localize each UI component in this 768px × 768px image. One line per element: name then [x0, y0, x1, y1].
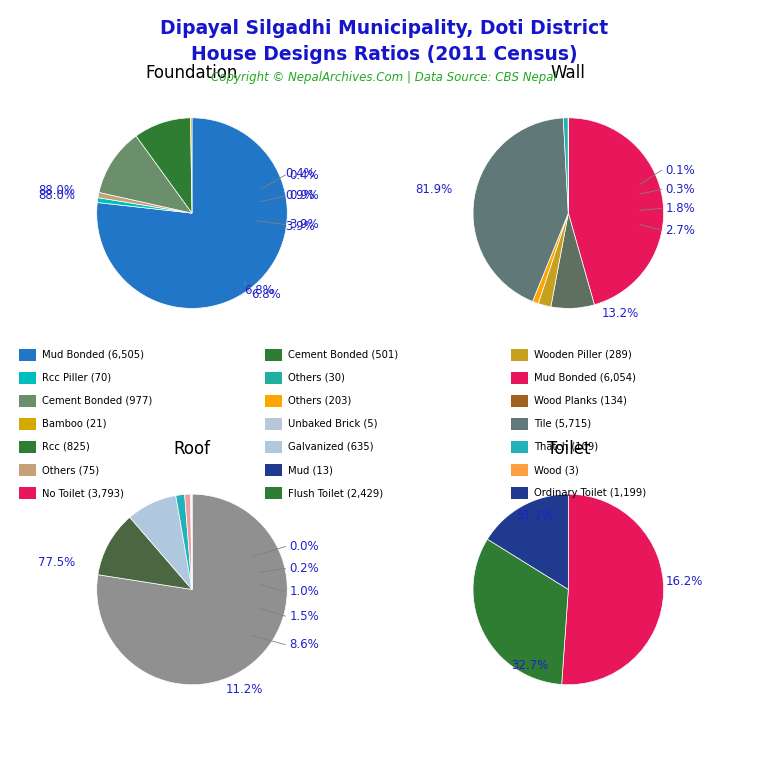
- Text: 13.2%: 13.2%: [601, 306, 639, 319]
- Wedge shape: [176, 495, 192, 590]
- Text: Ordinary Toilet (1,199): Ordinary Toilet (1,199): [534, 488, 646, 498]
- Text: 81.9%: 81.9%: [415, 183, 452, 196]
- Text: 0.9%: 0.9%: [286, 189, 315, 202]
- Text: Cement Bonded (977): Cement Bonded (977): [42, 396, 153, 406]
- Text: Wood Planks (134): Wood Planks (134): [534, 396, 627, 406]
- Wedge shape: [473, 118, 568, 302]
- Text: Wood (3): Wood (3): [534, 465, 578, 475]
- Text: 1.5%: 1.5%: [290, 610, 319, 623]
- Text: No Toilet (3,793): No Toilet (3,793): [42, 488, 124, 498]
- Text: 0.4%: 0.4%: [286, 167, 315, 180]
- Wedge shape: [190, 494, 192, 590]
- Text: 88.0%: 88.0%: [38, 184, 76, 197]
- Text: 88.0%: 88.0%: [38, 190, 76, 203]
- Text: Others (30): Others (30): [288, 372, 345, 383]
- Text: 1.0%: 1.0%: [290, 585, 319, 598]
- Text: 11.2%: 11.2%: [225, 683, 263, 696]
- Wedge shape: [488, 494, 568, 590]
- Text: 8.6%: 8.6%: [290, 638, 319, 651]
- Wedge shape: [99, 136, 192, 213]
- Text: Mud (13): Mud (13): [288, 465, 333, 475]
- Wedge shape: [97, 118, 287, 309]
- Text: Rcc Piller (70): Rcc Piller (70): [42, 372, 111, 383]
- Text: 6.8%: 6.8%: [244, 284, 274, 297]
- Text: Copyright © NepalArchives.Com | Data Source: CBS Nepal: Copyright © NepalArchives.Com | Data Sou…: [211, 71, 557, 84]
- Wedge shape: [473, 539, 568, 684]
- Text: Thatch (109): Thatch (109): [534, 442, 598, 452]
- Text: Bamboo (21): Bamboo (21): [42, 419, 107, 429]
- Text: Rcc (825): Rcc (825): [42, 442, 90, 452]
- Text: 0.9%: 0.9%: [290, 190, 319, 203]
- Text: Galvanized (635): Galvanized (635): [288, 442, 373, 452]
- Text: Mud Bonded (6,054): Mud Bonded (6,054): [534, 372, 636, 383]
- Text: 0.4%: 0.4%: [290, 168, 319, 181]
- Text: Wooden Piller (289): Wooden Piller (289): [534, 349, 631, 360]
- Wedge shape: [136, 118, 192, 213]
- Title: Toilet: Toilet: [547, 440, 590, 458]
- Text: Unbaked Brick (5): Unbaked Brick (5): [288, 419, 378, 429]
- Wedge shape: [190, 118, 192, 213]
- Wedge shape: [563, 118, 568, 213]
- Text: Cement Bonded (501): Cement Bonded (501): [288, 349, 398, 360]
- Wedge shape: [538, 213, 568, 306]
- Text: 3.9%: 3.9%: [286, 220, 315, 233]
- Text: Flush Toilet (2,429): Flush Toilet (2,429): [288, 488, 383, 498]
- Text: Others (75): Others (75): [42, 465, 99, 475]
- Wedge shape: [97, 494, 287, 685]
- Wedge shape: [130, 495, 192, 590]
- Text: 1.8%: 1.8%: [666, 202, 695, 215]
- Text: 0.1%: 0.1%: [666, 164, 695, 177]
- Text: 3.9%: 3.9%: [290, 218, 319, 231]
- Wedge shape: [532, 213, 568, 303]
- Text: Others (203): Others (203): [288, 396, 351, 406]
- Wedge shape: [561, 494, 664, 685]
- Wedge shape: [568, 118, 664, 305]
- Text: Tile (5,715): Tile (5,715): [534, 419, 591, 429]
- Title: Foundation: Foundation: [146, 64, 238, 81]
- Wedge shape: [184, 494, 192, 590]
- Wedge shape: [98, 518, 192, 590]
- Text: 51.1%: 51.1%: [516, 508, 554, 521]
- Text: Mud Bonded (6,505): Mud Bonded (6,505): [42, 349, 144, 360]
- Text: 6.8%: 6.8%: [251, 287, 281, 300]
- Text: 0.0%: 0.0%: [290, 540, 319, 553]
- Text: 16.2%: 16.2%: [666, 575, 703, 588]
- Wedge shape: [98, 197, 192, 213]
- Wedge shape: [551, 213, 594, 309]
- Title: Roof: Roof: [174, 440, 210, 458]
- Text: 77.5%: 77.5%: [38, 556, 76, 569]
- Text: Dipayal Silgadhi Municipality, Doti District: Dipayal Silgadhi Municipality, Doti Dist…: [160, 19, 608, 38]
- Wedge shape: [98, 193, 192, 213]
- Title: Wall: Wall: [551, 64, 586, 81]
- Text: 0.2%: 0.2%: [290, 562, 319, 575]
- Text: 32.7%: 32.7%: [511, 659, 549, 672]
- Text: House Designs Ratios (2011 Census): House Designs Ratios (2011 Census): [190, 45, 578, 64]
- Text: 0.3%: 0.3%: [666, 183, 695, 196]
- Text: 2.7%: 2.7%: [666, 223, 695, 237]
